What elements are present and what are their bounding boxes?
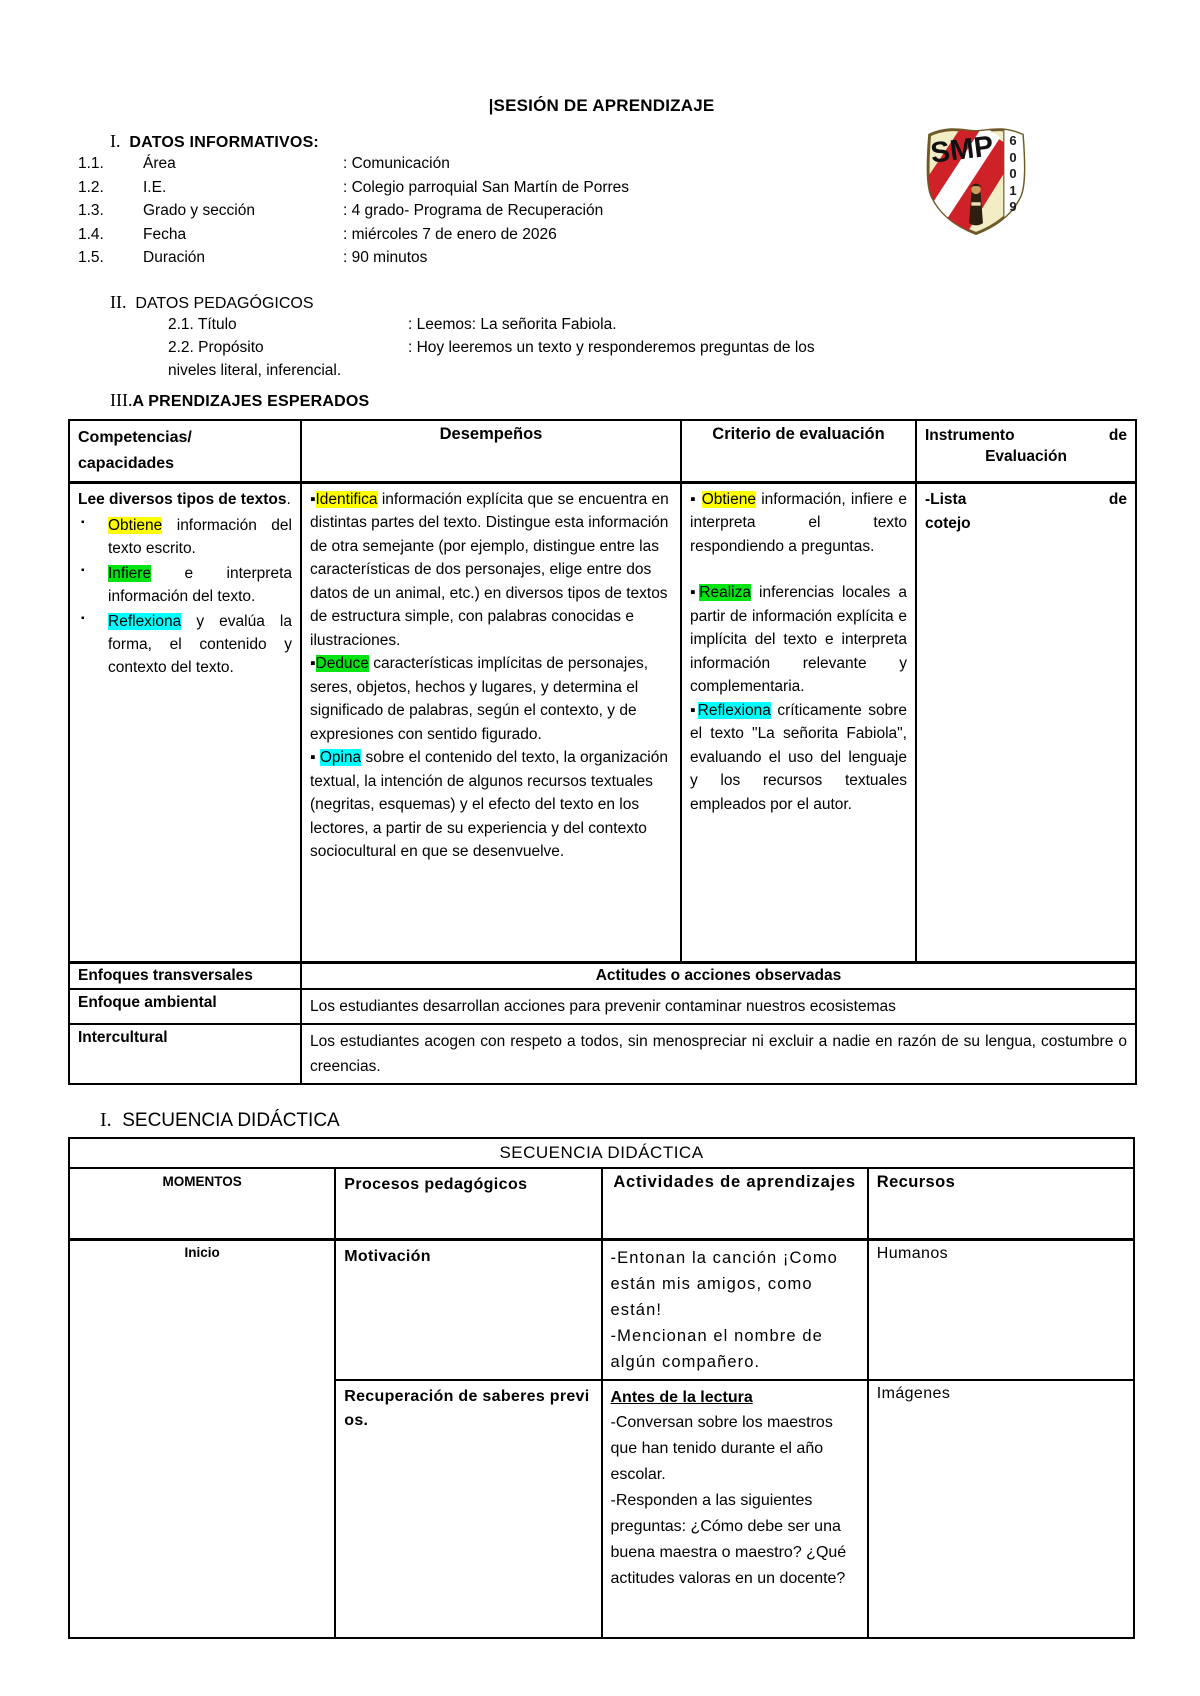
info-row: 1.1. Área : Comunicación (78, 155, 450, 172)
info-row: 1.3. Grado y sección : 4 grado- Programa… (78, 202, 604, 219)
logo-number: 6 0 0 1 9 (1009, 133, 1017, 214)
proceso-cell: Recuperación de saberes previos. (334, 1379, 603, 1639)
shield-crest-icon: SMP (926, 128, 1026, 236)
enfoques-header-row: Enfoques transversales Actitudes o accio… (68, 960, 1137, 990)
proceso-cell: Motivación (334, 1238, 603, 1381)
competencia-bullet: ▪ Infiere e interpreta información del t… (78, 562, 292, 608)
square-bullet-icon: ▪ (81, 564, 85, 576)
header-actividades: Actividades de aprendizajes (600, 1166, 869, 1241)
competencia-bullet: ▪ Obtiene información del texto escrito. (78, 514, 292, 560)
actitudes-label: Actitudes o acciones observadas (300, 960, 1137, 990)
recursos-cell: Humanos (866, 1238, 1136, 1381)
criterio-cell: ▪ Obtiene información, infiere e interpr… (680, 481, 917, 963)
heading-secuencia: I. SECUENCIA DIDÁCTICA (100, 1108, 340, 1131)
secuencia-title-row: SECUENCIA DIDÁCTICA (68, 1136, 1135, 1169)
document-content: |SESIÓN DE APRENDIZAJE I. DATOS INFORMAT… (67, 0, 1137, 1639)
svg-text:SMP: SMP (929, 130, 995, 169)
header-criterio: Criterio de evaluación (680, 418, 917, 484)
criterio-item: ▪Reflexiona críticamente sobre el texto … (690, 701, 907, 813)
actividades-cell: -Entonan la canción ¡Como están mis amig… (600, 1238, 869, 1381)
header-desempenos: Desempeños (300, 418, 682, 484)
secuencia-header-row: MOMENTOS Procesos pedagógicos Actividade… (67, 1166, 1136, 1241)
header-procesos: Procesos pedagógicos (334, 1166, 603, 1241)
square-bullet-icon: ▪ (81, 516, 85, 528)
doc-title: |SESIÓN DE APRENDIZAJE (488, 96, 715, 115)
enfoques-label: Enfoques transversales (68, 960, 302, 990)
secuencia-row-saberes-previos: Recuperación de saberes previos. Antes d… (69, 1379, 1136, 1639)
header-instrumento: Instrumento de Evaluación (915, 418, 1137, 484)
desempeno-item: ▪Deduce características implícitas de pe… (310, 655, 649, 743)
competencia-bullet: ▪ Reflexiona y evalúa la forma, el conte… (78, 610, 292, 679)
header-competencias: Competencias/ capacidades (68, 418, 302, 484)
desempeno-item: ▪Identifica información explícita que se… (310, 490, 669, 649)
secuencia-table: SECUENCIA DIDÁCTICA MOMENTOS Procesos pe… (67, 1136, 1136, 1639)
school-logo: SMP 6 0 0 1 9 (918, 121, 1034, 237)
actividad-line: -Responden a las siguientes preguntas: ¿… (610, 1492, 847, 1587)
criterio-item: ▪ Obtiene información, infiere e interpr… (690, 490, 907, 555)
enfoque-ambiental-row: Enfoque ambiental Los estudiantes desarr… (68, 987, 1137, 1025)
actividad-line: -Mencionan el nombre de algún compañero. (610, 1327, 823, 1371)
actividad-line: -Conversan sobre los maestros que han te… (610, 1414, 833, 1483)
momento-cell: Inicio (67, 1238, 337, 1639)
instrumento-cell: -Lista de cotejo (915, 481, 1137, 963)
enfoque-value: Los estudiantes acogen con respeto a tod… (300, 1022, 1137, 1085)
secuencia-row-motivacion: Inicio Motivación -Entonan la canción ¡C… (67, 1238, 1136, 1639)
criterio-item: ▪Realiza inferencias locales a partir de… (690, 584, 907, 695)
desempenos-cell: ▪Identifica información explícita que se… (300, 481, 682, 963)
enfoque-value: Los estudiantes desarrollan acciones par… (300, 987, 1137, 1025)
datos-informativos-list: 1.1. Área : Comunicación 1.2. I.E. : Col… (68, 152, 1135, 270)
square-bullet-icon: ▪ (81, 612, 85, 624)
aprendizajes-table: Competencias/ capacidades Desempeños Cri… (68, 418, 1137, 1085)
secuencia-table-title: SECUENCIA DIDÁCTICA (68, 1136, 1135, 1169)
ped-continuation: niveles literal, inferencial. (168, 361, 342, 379)
enfoque-label: Intercultural (68, 1022, 302, 1085)
intercultural-row: Intercultural Los estudiantes acogen con… (68, 1022, 1137, 1085)
header-recursos: Recursos (866, 1166, 1136, 1241)
heading-datos-pedagogicos: II. DATOS PEDAGÓGICOS (110, 291, 314, 312)
info-row: 1.5. Duración : 90 minutos (78, 249, 428, 266)
heading-datos-informativos: I. DATOS INFORMATIVOS: (110, 131, 319, 151)
header-momentos: MOMENTOS (67, 1166, 337, 1241)
actividad-line: -Entonan la canción ¡Como están mis amig… (610, 1249, 838, 1319)
competencias-cell: Lee diversos tipos de textos. ▪ Obtiene … (68, 481, 302, 963)
info-row: 1.2. I.E. : Colegio parroquial San Martí… (78, 178, 630, 196)
aprendizajes-header-row: Competencias/ capacidades Desempeños Cri… (68, 418, 1137, 484)
heading-aprendizajes: III.A PRENDIZAJES ESPERADOS (110, 389, 370, 410)
actividad-subtitle: Antes de la lectura (610, 1389, 753, 1406)
info-row: 1.4. Fecha : miércoles 7 de enero de 202… (78, 225, 557, 243)
actividades-cell: Antes de la lectura -Conversan sobre los… (600, 1379, 869, 1639)
desempeno-item: ▪ Opina sobre el contenido del texto, la… (310, 749, 668, 860)
aprendizajes-body-row: Lee diversos tipos de textos. ▪ Obtiene … (68, 481, 1137, 963)
ped-row: 2.2. Propósito : Hoy leeremos un texto y… (168, 338, 815, 356)
enfoque-label: Enfoque ambiental (68, 987, 302, 1025)
ped-row: 2.1. Título : Leemos: La señorita Fabiol… (168, 315, 617, 333)
recursos-cell: Imágenes (866, 1379, 1136, 1639)
